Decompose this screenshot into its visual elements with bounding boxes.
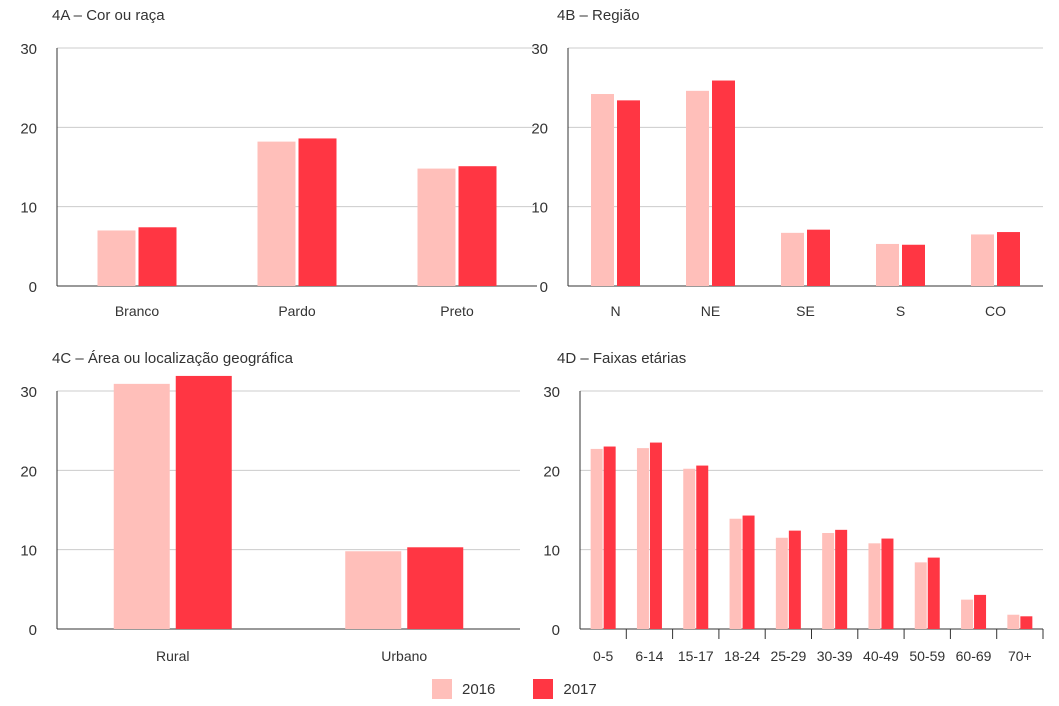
chart-4c-title: 4C – Área ou localização geográfica [52, 350, 294, 367]
bar-2016 [257, 141, 296, 286]
bar-2017 [649, 442, 662, 629]
y-tick-label: 10 [543, 543, 560, 560]
legend-swatch-2017 [533, 679, 554, 699]
bar-2017 [974, 594, 987, 629]
y-tick-label: 20 [20, 120, 37, 137]
x-tick-label: 18-24 [724, 648, 760, 664]
y-tick-label: 30 [20, 384, 37, 401]
x-tick-label: N [610, 303, 620, 319]
bar-2017 [175, 375, 232, 629]
y-tick-label: 0 [540, 279, 548, 296]
y-tick-label: 30 [20, 41, 37, 58]
y-tick-label: 0 [552, 622, 560, 639]
y-tick-label: 0 [29, 622, 37, 639]
bar-2017 [835, 529, 848, 629]
chart-4a-title: 4A – Cor ou raça [52, 7, 165, 24]
bar-2017 [138, 227, 177, 286]
bar-2016 [686, 90, 709, 286]
bar-2016 [876, 243, 899, 286]
x-tick-label: 60-69 [956, 648, 992, 664]
bar-2017 [902, 244, 925, 286]
chart-4b-title: 4B – Região [557, 7, 640, 24]
x-tick-label: 6-14 [635, 648, 663, 664]
x-tick-label: 30-39 [817, 648, 853, 664]
bar-2017 [458, 166, 497, 286]
bar-2016 [590, 448, 603, 629]
bar-2016 [417, 168, 456, 286]
x-tick-label: 25-29 [770, 648, 806, 664]
bar-2016 [868, 543, 881, 629]
bar-2017 [927, 557, 940, 629]
bar-2017 [807, 229, 830, 286]
y-tick-label: 10 [20, 543, 37, 560]
bar-2017 [603, 446, 616, 629]
x-tick-label: 50-59 [909, 648, 945, 664]
bar-2016 [113, 383, 170, 629]
bar-2016 [636, 448, 649, 629]
x-tick-label: Pardo [278, 303, 316, 319]
x-tick-label: NE [701, 303, 720, 319]
x-tick-label: Preto [440, 303, 474, 319]
bar-2016 [914, 562, 927, 629]
bar-2016 [781, 232, 804, 286]
bar-2016 [961, 599, 974, 629]
y-tick-label: 30 [531, 41, 548, 58]
bar-2016 [822, 533, 835, 629]
legend-item-2016: 2016 [432, 679, 495, 699]
bar-2016 [729, 518, 742, 629]
bar-2016 [591, 94, 614, 286]
x-tick-label: Urbano [381, 648, 427, 664]
x-tick-label: 70+ [1008, 648, 1032, 664]
legend-label-2016: 2016 [462, 680, 496, 698]
bar-2016 [1007, 614, 1020, 629]
x-tick-label: S [896, 303, 905, 319]
x-tick-label: CO [985, 303, 1006, 319]
bar-2017 [617, 100, 640, 286]
legend-label-2017: 2017 [563, 680, 597, 698]
bar-2016 [97, 230, 136, 286]
y-tick-label: 30 [543, 384, 560, 401]
y-tick-label: 20 [543, 463, 560, 480]
bar-2017 [298, 138, 337, 286]
bar-2016 [683, 468, 696, 629]
x-tick-label: 0-5 [593, 648, 613, 664]
x-tick-label: Branco [115, 303, 160, 319]
bar-2017 [1020, 616, 1033, 629]
bar-2017 [407, 547, 464, 629]
legend: 2016 2017 [432, 678, 635, 700]
x-tick-label: Rural [156, 648, 189, 664]
y-tick-label: 20 [20, 463, 37, 480]
bar-2017 [712, 80, 735, 286]
y-tick-label: 20 [531, 120, 548, 137]
x-tick-label: 40-49 [863, 648, 899, 664]
bar-2016 [775, 537, 788, 629]
legend-item-2017: 2017 [533, 679, 597, 699]
bar-2017 [997, 232, 1020, 286]
x-tick-label: SE [796, 303, 815, 319]
bar-2016 [345, 551, 402, 629]
bar-2017 [881, 538, 894, 629]
y-tick-label: 10 [20, 200, 37, 217]
bar-2017 [696, 465, 709, 629]
legend-swatch-2016 [432, 679, 452, 699]
bar-2017 [788, 530, 801, 629]
x-tick-label: 15-17 [678, 648, 714, 664]
y-tick-label: 0 [29, 279, 37, 296]
bar-2016 [971, 234, 994, 286]
bar-2017 [742, 515, 755, 629]
chart-4d-title: 4D – Faixas etárias [557, 350, 686, 367]
y-tick-label: 10 [531, 200, 548, 217]
